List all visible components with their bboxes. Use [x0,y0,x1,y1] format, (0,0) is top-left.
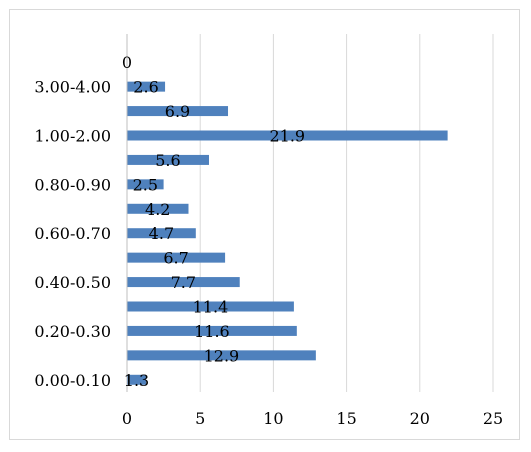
bar [127,106,229,117]
x-tick-label: 10 [263,409,283,428]
data-label: 21.9 [269,127,305,146]
data-label: 6.9 [165,102,190,121]
data-label: 4.7 [149,224,174,243]
data-label: 11.4 [193,298,229,317]
data-label: 12.9 [204,346,240,365]
data-label: 2.5 [133,175,158,194]
bar [127,277,240,288]
data-label: 1.3 [124,371,149,390]
bar [127,301,294,312]
category-label: 0.40-0.50 [34,273,111,292]
category-label: 0.60-0.70 [34,224,111,243]
data-label: 11.6 [194,322,230,341]
category-labels: 0.00-0.10 0.20-0.30 0.40-0.50 0.60-0.70 0.80… [34,78,111,390]
bar [127,203,189,214]
category-label: 1.00-2.00 [34,127,111,146]
bar [127,81,166,92]
category-label: 0.00-0.10 [34,371,111,390]
bar [127,130,448,141]
data-label: 4.2 [145,200,170,219]
category-label: 0.80-0.90 [34,175,111,194]
gridlines [199,34,494,392]
category-label: 3.00-4.00 [34,78,111,97]
x-tick-label: 15 [336,409,356,428]
data-label: 6.7 [163,249,188,268]
bar [127,228,196,239]
bar [127,154,209,165]
chart-frame [9,9,520,440]
data-label: 5.6 [155,151,180,170]
x-tick-label: 5 [195,409,205,428]
data-labels: 1.3 12.9 11.6 11.4 7.7 6.7 4.7 4.2 2.5 5.6 21.9 6.9… [122,53,305,390]
bar [127,252,226,263]
bar [127,374,147,385]
bar [127,179,164,190]
x-tick-label: 25 [483,409,503,428]
bars [127,81,448,385]
x-tick-label: 0 [122,409,132,428]
data-label: 7.7 [171,273,196,292]
x-tick-labels: 0 5 10 15 20 25 [122,409,503,428]
x-tick-label: 20 [410,409,430,428]
bar [127,325,297,336]
data-label: 0 [122,53,132,72]
category-label: 0.20-0.30 [34,322,111,341]
bar [127,350,316,361]
data-label: 2.6 [133,78,158,97]
